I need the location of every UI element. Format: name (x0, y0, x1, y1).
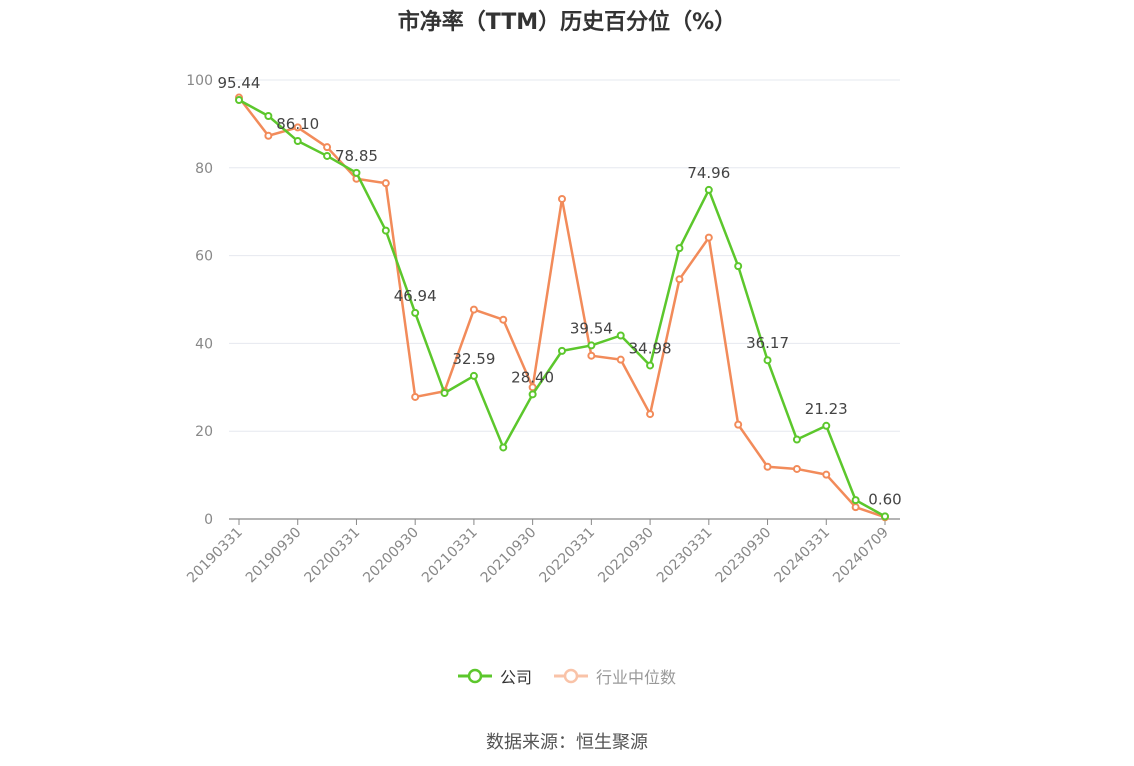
legend-marker-industry (554, 668, 588, 684)
x-tick-label: 20200331 (302, 525, 364, 587)
x-tick-label: 20200930 (360, 525, 422, 587)
data-label: 28.40 (511, 368, 554, 386)
legend: 公司 行业中位数 (0, 664, 1134, 688)
data-point-industry[interactable] (704, 233, 713, 242)
y-tick-label: 20 (195, 424, 213, 440)
data-point-industry[interactable] (616, 355, 625, 364)
data-point-company[interactable] (881, 512, 889, 521)
x-tick-label: 20190930 (243, 525, 305, 587)
x-tick-label: 20210331 (419, 525, 481, 587)
data-point-industry[interactable] (381, 179, 390, 188)
data-point-company[interactable] (528, 390, 537, 399)
data-point-company[interactable] (469, 371, 478, 380)
data-labels: 95.44 86.10 78.85 46.94 32.59 28.40 39.54 34.98… (218, 74, 902, 508)
data-label: 95.44 (218, 74, 261, 92)
x-axis: 2019033120190930202003312020093020210331… (184, 518, 900, 587)
x-tick-label: 20220331 (536, 525, 598, 587)
data-point-company[interactable] (704, 185, 713, 194)
data-point-industry[interactable] (822, 470, 831, 479)
data-point-industry[interactable] (499, 315, 508, 324)
x-tick-label: 20210930 (478, 525, 540, 587)
data-point-company[interactable] (499, 443, 508, 452)
x-tick-label: 20240709 (830, 525, 892, 587)
legend-label-industry: 行业中位数 (596, 668, 677, 687)
x-tick-label: 20230331 (654, 525, 716, 587)
data-point-company[interactable] (293, 137, 302, 146)
data-point-company[interactable] (792, 435, 801, 444)
x-tick-label: 20220930 (595, 525, 657, 587)
data-point-company[interactable] (763, 356, 772, 365)
data-source: 数据来源：恒生聚源 (486, 732, 648, 753)
x-tick-label: 20240331 (771, 525, 833, 587)
data-label: 36.17 (746, 334, 789, 352)
data-label: 46.94 (394, 287, 437, 305)
data-point-company[interactable] (381, 226, 390, 235)
y-tick-label: 0 (204, 512, 213, 528)
data-point-industry[interactable] (851, 503, 860, 512)
data-point-company[interactable] (675, 244, 684, 253)
data-point-company[interactable] (558, 346, 566, 355)
data-point-industry[interactable] (675, 275, 684, 284)
y-axis: 0 20 40 60 80 100 (186, 73, 213, 528)
data-point-company[interactable] (235, 96, 243, 105)
data-label: 32.59 (452, 350, 495, 368)
data-point-company[interactable] (352, 168, 361, 177)
data-point-company[interactable] (646, 361, 655, 370)
data-point-industry[interactable] (528, 383, 537, 392)
data-label: 0.60 (868, 490, 901, 508)
data-point-industry[interactable] (587, 351, 596, 360)
data-point-industry[interactable] (264, 131, 273, 140)
data-label: 74.96 (687, 164, 730, 182)
data-point-company[interactable] (440, 389, 449, 398)
y-tick-label: 80 (195, 161, 213, 177)
data-point-industry[interactable] (646, 410, 655, 419)
data-point-company[interactable] (734, 262, 743, 271)
legend-label-company: 公司 (499, 668, 532, 687)
data-point-industry[interactable] (323, 143, 332, 152)
data-point-company[interactable] (587, 341, 596, 350)
legend-item-company[interactable]: 公司 (457, 664, 532, 688)
data-point-industry[interactable] (558, 194, 566, 203)
data-label: 78.85 (335, 147, 378, 165)
legend-marker-company (457, 668, 492, 684)
series-layer (235, 93, 889, 522)
x-tick-label: 20190331 (184, 525, 246, 587)
data-label: 86.10 (276, 115, 319, 133)
x-tick-label: 20230930 (713, 525, 775, 587)
data-label: 39.54 (570, 319, 613, 337)
data-point-company[interactable] (822, 421, 831, 430)
y-tick-label: 100 (186, 73, 213, 89)
data-point-company[interactable] (851, 496, 860, 505)
data-point-company[interactable] (616, 331, 625, 340)
y-tick-label: 60 (195, 249, 213, 265)
grid-lines (229, 79, 900, 432)
data-label: 21.23 (805, 400, 848, 418)
data-point-industry[interactable] (734, 420, 743, 429)
chart-title: 市净率（TTM）历史百分位（%） (397, 10, 737, 35)
data-point-industry[interactable] (411, 392, 420, 401)
y-tick-label: 40 (195, 336, 213, 352)
data-point-company[interactable] (411, 308, 420, 317)
data-point-company[interactable] (264, 111, 273, 120)
data-point-industry[interactable] (763, 462, 772, 471)
data-label: 34.98 (629, 339, 672, 357)
data-point-industry[interactable] (792, 464, 801, 473)
data-point-industry[interactable] (469, 305, 478, 314)
data-point-company[interactable] (323, 151, 332, 160)
data-point-industry[interactable] (293, 123, 302, 132)
legend-item-industry[interactable]: 行业中位数 (554, 664, 676, 688)
